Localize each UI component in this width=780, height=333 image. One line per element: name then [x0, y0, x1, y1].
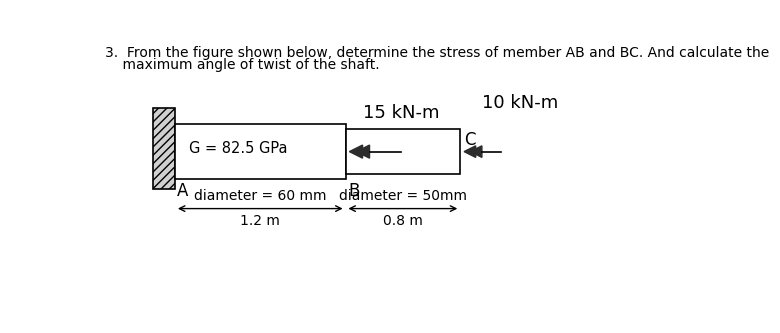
Text: diameter = 60 mm: diameter = 60 mm — [194, 188, 327, 202]
Text: 0.8 m: 0.8 m — [383, 214, 423, 228]
Text: maximum angle of twist of the shaft.: maximum angle of twist of the shaft. — [105, 58, 380, 72]
Bar — [154, 108, 175, 188]
Text: B: B — [349, 182, 360, 200]
Text: G = 82.5 GPa: G = 82.5 GPa — [189, 141, 288, 156]
Polygon shape — [470, 146, 482, 158]
Text: 15 kN-m: 15 kN-m — [363, 104, 439, 122]
Text: C: C — [464, 131, 476, 149]
Bar — [346, 129, 460, 174]
Text: 10 kN-m: 10 kN-m — [482, 94, 558, 112]
Polygon shape — [464, 146, 476, 158]
Polygon shape — [349, 145, 363, 158]
Polygon shape — [356, 145, 370, 158]
Text: diameter = 50mm: diameter = 50mm — [339, 188, 467, 202]
Bar — [175, 124, 346, 179]
Text: A: A — [177, 182, 189, 200]
Text: 3.  From the figure shown below, determine the stress of member AB and BC. And c: 3. From the figure shown below, determin… — [105, 46, 770, 60]
Text: 1.2 m: 1.2 m — [240, 214, 280, 228]
